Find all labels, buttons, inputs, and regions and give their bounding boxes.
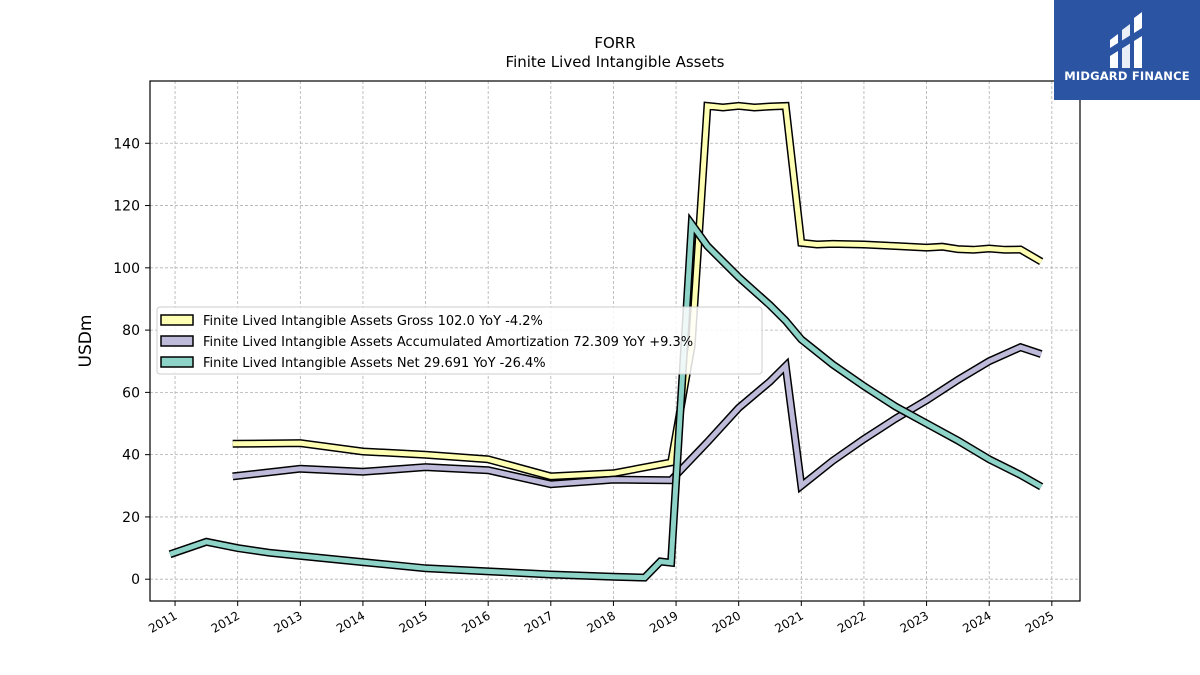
legend-swatch <box>160 335 194 347</box>
x-tick-label: 2023 <box>898 608 931 635</box>
x-tick-label: 2013 <box>271 608 304 635</box>
y-tick-label: 100 <box>113 261 140 277</box>
y-tick-label: 0 <box>131 572 140 588</box>
legend-label: Finite Lived Intangible Assets Accumulat… <box>203 335 693 350</box>
brand-name: MIDGARD FINANCE <box>1064 69 1190 83</box>
y-axis: 0 20 40 60 80 100 120 140 <box>113 136 150 588</box>
y-tick-label: 80 <box>122 323 140 339</box>
x-tick-label: 2011 <box>146 608 179 635</box>
y-tick-label: 60 <box>122 385 140 401</box>
y-tick-label: 120 <box>113 199 140 215</box>
x-tick-label: 2021 <box>772 608 805 635</box>
y-tick-label: 20 <box>122 510 140 526</box>
legend-label: Finite Lived Intangible Assets Net 29.69… <box>203 356 546 371</box>
x-tick-label: 2019 <box>647 608 680 635</box>
series-0-line <box>232 103 1043 479</box>
y-tick-label: 40 <box>122 448 140 464</box>
y-axis-label: USDm <box>76 315 96 368</box>
legend-box <box>156 306 763 375</box>
legend: Finite Lived Intangible Assets Gross 102… <box>156 306 763 375</box>
x-tick-label: 2016 <box>459 608 492 635</box>
x-tick-label: 2020 <box>710 608 743 635</box>
chart-title: FORR <box>594 34 635 52</box>
x-tick-label: 2018 <box>584 608 617 635</box>
series-2-line <box>169 217 1043 581</box>
x-axis: 2011 2012 2013 2014 2015 2016 2017 2018 2019 2020… <box>146 601 1056 636</box>
legend-swatch <box>160 314 194 326</box>
series-layer <box>168 101 1044 582</box>
legend-swatch <box>160 356 194 368</box>
x-tick-label: 2017 <box>522 608 555 635</box>
midgard-logo-icon <box>1110 12 1142 68</box>
y-tick-label: 140 <box>113 136 140 152</box>
chart-subtitle: Finite Lived Intangible Assets <box>506 53 725 71</box>
x-tick-label: 2025 <box>1023 608 1056 635</box>
x-tick-label: 2014 <box>334 608 367 635</box>
legend-label: Finite Lived Intangible Assets Gross 102… <box>203 314 543 329</box>
x-tick-label: 2024 <box>960 608 993 635</box>
series-1-line <box>232 344 1042 491</box>
plot-frame <box>149 80 1081 602</box>
x-tick-label: 2015 <box>397 608 430 635</box>
x-tick-label: 2022 <box>835 608 868 635</box>
brand-logo: MIDGARD FINANCE <box>1054 0 1200 100</box>
x-tick-label: 2012 <box>209 608 242 635</box>
